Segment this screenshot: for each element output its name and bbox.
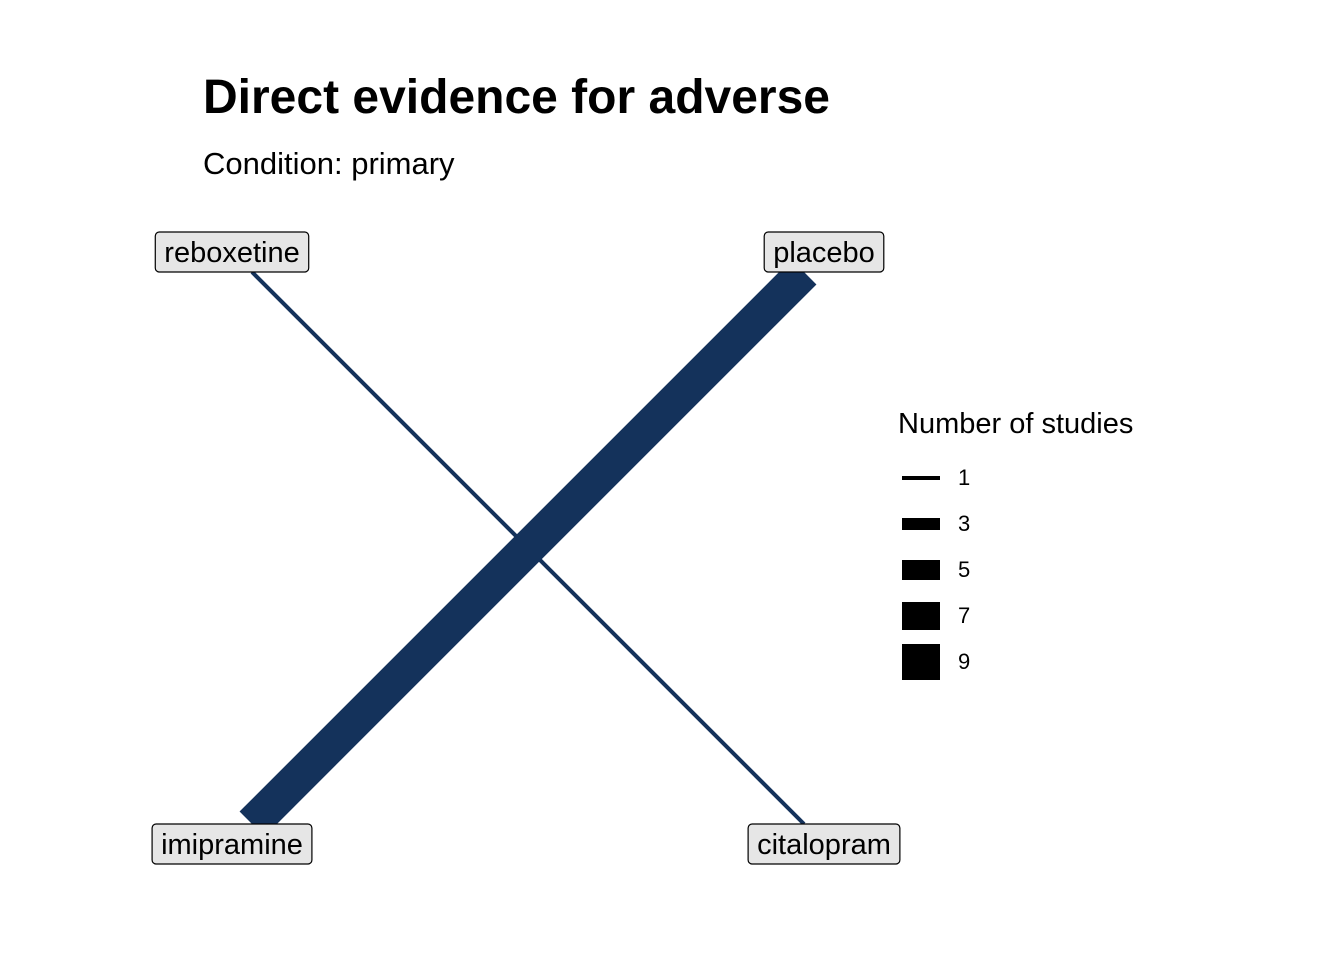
node-reboxetine: reboxetine (154, 231, 310, 273)
node-placebo: placebo (763, 231, 885, 273)
node-citalopram: citalopram (747, 823, 901, 865)
node-box-citalopram (747, 823, 901, 865)
node-imipramine: imipramine (151, 823, 313, 865)
legend-key-swatch (902, 602, 940, 630)
legend-label: 9 (958, 649, 971, 674)
legend-item: 1 (898, 455, 1098, 501)
node-box-imipramine (151, 823, 313, 865)
legend-key-swatch (902, 560, 940, 580)
chart-title: Direct evidence for adverse (203, 71, 830, 124)
edges-layer (239, 259, 817, 837)
legend-label: 5 (958, 557, 971, 582)
legend-key-swatch (902, 476, 940, 480)
legend-item: 9 (898, 639, 1098, 685)
node-box-placebo (763, 231, 885, 273)
node-label-imipramine: imipramine (161, 829, 303, 861)
legend-label: 7 (958, 603, 971, 628)
legend-label: 3 (958, 511, 971, 536)
legend-label: 1 (958, 465, 971, 490)
node-label-reboxetine: reboxetine (164, 237, 299, 269)
legend-item: 3 (898, 501, 1098, 547)
edge-placebo-imipramine (239, 259, 817, 837)
legend-item: 7 (898, 593, 1098, 639)
legend-title: Number of studies (898, 408, 1134, 440)
node-box-reboxetine (154, 231, 310, 273)
legend-key-swatch (902, 518, 940, 530)
chart-subtitle: Condition: primary (203, 146, 455, 181)
node-label-citalopram: citalopram (757, 829, 891, 861)
legend-key-swatch (902, 644, 940, 680)
node-label-placebo: placebo (773, 237, 875, 269)
legend-item: 5 (898, 547, 1098, 593)
nodes-layer: reboxetine placebo imipramine citalopram (151, 231, 901, 865)
